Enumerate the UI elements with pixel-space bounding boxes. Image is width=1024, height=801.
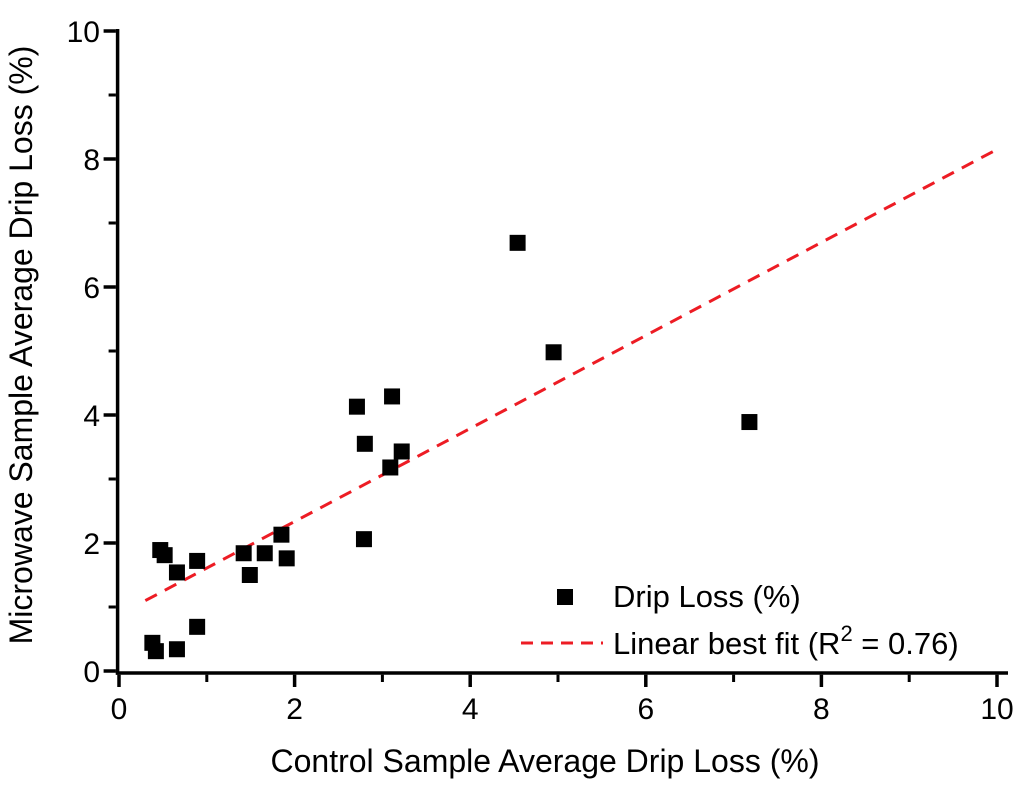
data-point: [741, 414, 758, 431]
data-point: [273, 526, 290, 543]
x-axis-title: Control Sample Average Drip Loss (%): [271, 743, 820, 779]
legend-label-linear-fit: Linear best fit (R2 = 0.76): [613, 621, 959, 661]
x-tick-label: 10: [980, 693, 1013, 726]
legend: Drip Loss (%) Linear best fit (R2 = 0.76…: [521, 579, 959, 661]
data-point: [356, 435, 373, 452]
x-tick-label: 6: [637, 693, 654, 726]
data-point: [147, 643, 164, 660]
linear-fit-line: [144, 148, 998, 602]
data-point: [235, 545, 252, 562]
legend-label-drip-loss: Drip Loss (%): [613, 579, 801, 614]
data-point: [168, 641, 185, 658]
data-points: [144, 234, 758, 660]
y-tick-label: 10: [67, 16, 100, 49]
y-tick-label: 0: [83, 656, 100, 689]
axes: [115, 29, 1008, 675]
data-point: [156, 547, 173, 564]
y-tick-label: 2: [83, 528, 100, 561]
data-point: [189, 552, 206, 569]
data-point: [278, 550, 295, 567]
data-point: [189, 618, 206, 635]
data-point: [355, 531, 372, 548]
x-tick-label: 4: [462, 693, 479, 726]
axis-ticks: [103, 29, 999, 687]
x-tick-label: 2: [286, 693, 303, 726]
data-point: [393, 443, 410, 460]
axis-tick-labels: 0 2 4 6 8 10 0 2 4 6 8 10: [67, 16, 1014, 726]
y-tick-label: 6: [83, 272, 100, 305]
data-point: [241, 567, 258, 583]
legend-square-marker-icon: [557, 589, 573, 605]
data-point: [384, 388, 401, 405]
y-tick-label: 4: [83, 400, 100, 433]
fit-line: [144, 148, 998, 602]
data-point: [545, 344, 562, 361]
y-tick-label: 8: [83, 144, 100, 177]
y-axis-title: Microwave Sample Average Drip Loss (%): [3, 46, 39, 645]
data-point: [256, 545, 273, 562]
x-tick-label: 0: [111, 693, 128, 726]
data-point: [168, 564, 185, 581]
data-point: [509, 234, 526, 251]
x-tick-label: 8: [813, 693, 830, 726]
data-point: [382, 459, 399, 476]
data-point: [348, 398, 365, 415]
